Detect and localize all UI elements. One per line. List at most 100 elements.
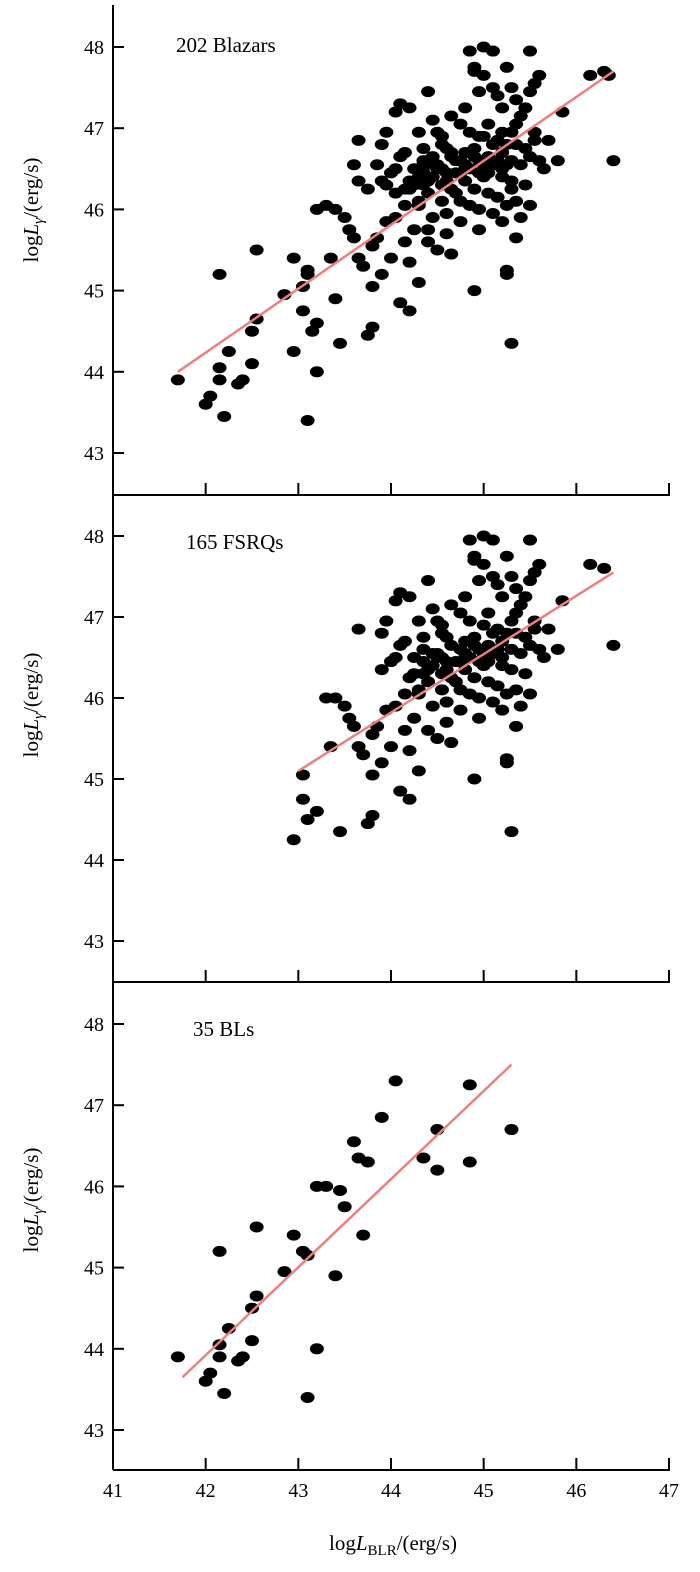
x-ticks: [204, 483, 670, 495]
panel-title: 165 FSRQs: [186, 530, 283, 554]
data-point: [346, 232, 361, 244]
data-point: [388, 106, 403, 118]
data-point: [467, 151, 482, 163]
data-point: [374, 1111, 389, 1123]
data-point: [509, 94, 524, 106]
data-point: [425, 212, 440, 224]
data-point: [504, 664, 519, 676]
data-point: [509, 232, 524, 244]
data-point: [532, 558, 547, 570]
data-point: [499, 753, 514, 765]
data-point: [434, 195, 449, 207]
data-point: [411, 615, 426, 627]
data-point: [374, 138, 389, 150]
data-point: [481, 118, 496, 130]
data-point: [356, 749, 371, 761]
data-point: [328, 692, 343, 704]
data-point: [523, 534, 537, 546]
data-point: [439, 207, 454, 219]
data-point: [532, 69, 547, 81]
data-point: [203, 390, 218, 402]
data-point: [472, 712, 487, 724]
x-tick-label: 46: [566, 1480, 586, 1502]
data-point: [504, 571, 519, 582]
data-point: [416, 1152, 431, 1164]
data-point: [356, 1229, 371, 1241]
data-point: [485, 45, 500, 57]
fit-line: [297, 571, 615, 772]
data-point: [416, 143, 431, 154]
data-point: [490, 191, 505, 203]
data-point: [509, 583, 524, 595]
panel-fsrqs: 165 FSRQs 43 44 45 46 47 48 logLγ/(erg/s): [19, 495, 670, 983]
data-point: [476, 619, 491, 631]
data-point: [407, 224, 422, 236]
data-point: [434, 130, 449, 142]
data-point: [300, 415, 315, 427]
data-point: [249, 1221, 264, 1233]
data-point: [365, 321, 380, 333]
data-point: [421, 676, 436, 688]
data-point: [444, 110, 459, 122]
data-point: [490, 579, 505, 591]
data-point: [495, 216, 510, 228]
data-point: [518, 102, 533, 114]
data-point: [351, 175, 366, 187]
data-point: [365, 769, 380, 781]
fit-line: [181, 1063, 513, 1379]
data-point: [504, 175, 519, 187]
data-point: [346, 720, 361, 732]
data-point: [212, 1339, 227, 1351]
data-point: [309, 1343, 324, 1355]
data-point: [462, 534, 477, 546]
data-point: [360, 183, 375, 195]
data-point: [393, 297, 408, 309]
data-point: [550, 643, 565, 655]
data-point: [365, 809, 380, 821]
data-point: [328, 293, 343, 305]
data-point: [513, 700, 528, 712]
y-tick-label: 47: [84, 118, 104, 140]
data-point: [462, 1156, 477, 1168]
x-tick-label: 41: [103, 1480, 123, 1502]
data-point: [388, 595, 403, 607]
data-point: [472, 203, 487, 215]
data-point: [277, 289, 292, 301]
y-tick-label: 46: [84, 688, 104, 710]
data-point: [379, 615, 394, 627]
data-point: [472, 575, 487, 587]
data-point: [300, 1249, 315, 1261]
data-point: [439, 696, 454, 708]
x-ticks: [204, 970, 670, 982]
data-point: [295, 305, 310, 317]
data-point: [170, 374, 185, 386]
data-point: [485, 534, 500, 546]
data-point: [518, 143, 533, 154]
data-point: [504, 826, 519, 838]
data-point: [421, 86, 436, 98]
data-point: [467, 639, 482, 651]
data-point: [444, 599, 459, 611]
y-tick-label: 43: [84, 931, 104, 953]
data-point: [536, 163, 551, 175]
data-point: [495, 102, 510, 114]
data-point: [384, 252, 398, 264]
data-point: [286, 252, 301, 264]
data-point: [402, 305, 417, 317]
data-point: [490, 680, 505, 692]
data-point: [453, 607, 468, 619]
x-tick-label: 43: [288, 1480, 308, 1502]
data-point: [425, 114, 440, 126]
data-point: [527, 623, 542, 635]
data-point: [583, 69, 598, 81]
scatter-points: [170, 41, 621, 427]
data-point: [384, 741, 398, 753]
x-tick-label: 47: [659, 1480, 679, 1502]
data-point: [393, 639, 408, 651]
y-tick-label: 43: [84, 1420, 104, 1442]
data-point: [379, 179, 394, 191]
data-point: [536, 652, 551, 663]
data-point: [467, 183, 482, 195]
data-point: [425, 603, 440, 615]
